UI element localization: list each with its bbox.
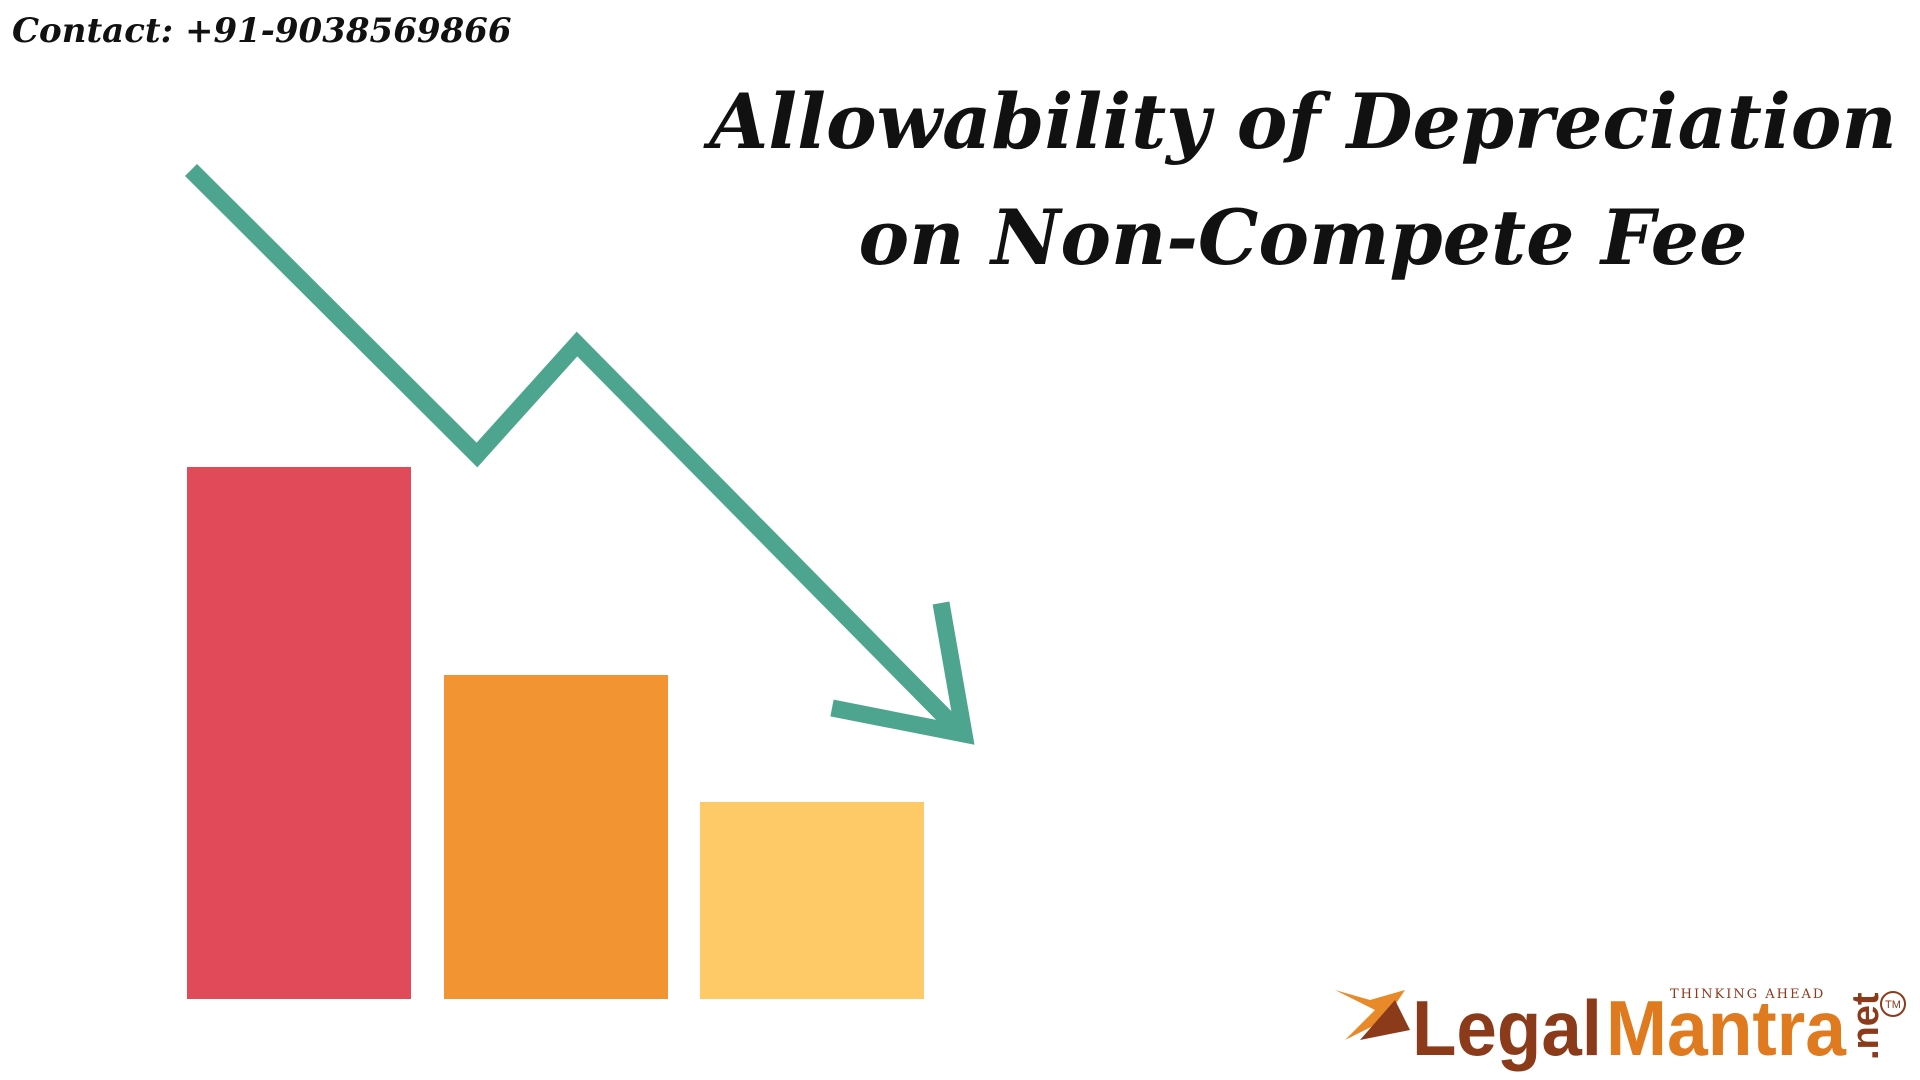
logo-mantra: Mantra [1606, 984, 1847, 1072]
title-line: Allowability of Depreciation [703, 77, 1897, 166]
illustration [185, 163, 975, 999]
contact: Contact: +91-9038569866 [12, 11, 511, 51]
logo-legal: Legal [1412, 984, 1602, 1072]
yellow-bar [700, 802, 924, 999]
logo-icon [1335, 990, 1405, 1040]
logo-net: .net [1845, 992, 1887, 1060]
arrow-line [185, 163, 969, 740]
logo-icon [1360, 1000, 1410, 1040]
logo-tagline: THINKING AHEAD [1670, 987, 1825, 1002]
logo-tm-circle [1880, 991, 1906, 1017]
logo-tm: TM [1885, 999, 1901, 1011]
logo: Legal Mantra THINKING AHEAD .net TM [1335, 984, 1906, 1072]
red-bar [187, 467, 411, 999]
title-line: on Non-Compete Fee [859, 193, 1748, 282]
arrow-head [830, 601, 975, 745]
orange-bar [444, 675, 668, 999]
